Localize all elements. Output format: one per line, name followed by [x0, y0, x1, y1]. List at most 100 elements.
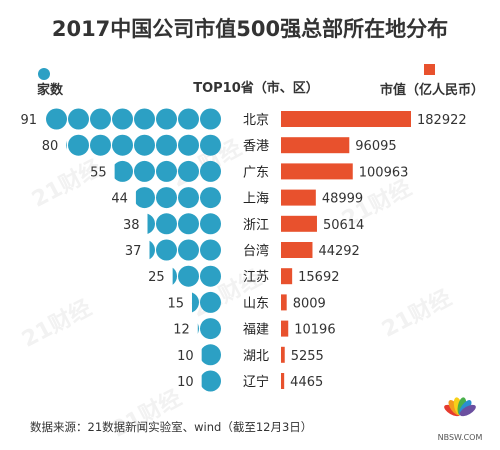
count-dot [178, 108, 199, 130]
count-dot [200, 239, 221, 261]
count-dot [68, 108, 89, 130]
value-legend-marker [424, 64, 435, 75]
count-label: 10 [177, 349, 194, 364]
count-dot [66, 141, 67, 150]
row: 15 山东 8009 [167, 291, 326, 313]
value-label: 10196 [294, 323, 335, 338]
count-dots [66, 134, 221, 156]
count-dot [197, 323, 199, 334]
value-label: 48999 [322, 192, 363, 207]
region-label: 江苏 [243, 269, 269, 285]
value-bar [281, 294, 287, 311]
row: 80 香港 96095 [42, 134, 397, 156]
value-bar [281, 346, 285, 363]
watermark-text: 21财经 [18, 295, 96, 353]
count-dot [156, 213, 177, 235]
count-dot [200, 108, 221, 130]
value-bar [281, 111, 411, 127]
count-label: 15 [167, 296, 184, 311]
count-dot [200, 134, 221, 156]
value-bar [281, 373, 285, 389]
value-bar [281, 242, 313, 258]
count-label: 37 [125, 244, 142, 259]
value-legend-label: 市值（亿人民币） [380, 82, 484, 98]
chart-title: 2017中国公司市值500强总部所在地分布 [52, 17, 448, 41]
count-dot [191, 292, 199, 313]
count-legend-label: 家数 [37, 82, 64, 98]
count-dot [200, 318, 221, 340]
row: 44 上海 48999 [111, 187, 363, 209]
value-label: 8009 [293, 296, 326, 311]
count-label: 25 [148, 270, 165, 285]
count-dot [178, 134, 199, 156]
value-bar [281, 215, 317, 232]
value-label: 44292 [318, 244, 359, 259]
region-label: 上海 [243, 192, 269, 207]
row: 37 台湾 44292 [125, 239, 360, 261]
region-label: 山东 [243, 296, 269, 311]
count-label: 91 [20, 113, 37, 128]
count-label: 55 [90, 165, 107, 180]
count-dot [147, 213, 155, 234]
count-dot [156, 160, 177, 182]
count-dots [172, 265, 221, 287]
value-bar [281, 320, 289, 337]
count-dot [134, 108, 155, 130]
region-label: 辽宁 [243, 374, 269, 390]
count-dot [200, 213, 221, 235]
row: 91 北京 182922 [20, 108, 467, 130]
row: 12 福建 10196 [173, 318, 336, 340]
count-dot [200, 291, 221, 313]
region-label: 广东 [243, 165, 269, 180]
value-label: 100963 [359, 165, 409, 180]
count-dots [197, 318, 221, 340]
logo-text: NBSW.COM [438, 433, 483, 442]
value-bar [281, 137, 350, 154]
region-label: 香港 [243, 139, 269, 154]
logo: NBSW.COM [438, 397, 483, 442]
row: 38 浙江 50614 [123, 213, 364, 235]
count-dot [178, 239, 199, 261]
value-label: 5255 [291, 349, 324, 364]
count-dot [90, 134, 111, 156]
count-dot [200, 160, 221, 182]
row: 25 江苏 15692 [148, 265, 340, 287]
count-dot [149, 240, 155, 260]
count-label: 38 [123, 218, 140, 233]
count-dot [114, 160, 133, 182]
count-dots [46, 108, 221, 130]
region-label: 浙江 [243, 218, 269, 233]
count-dot [178, 187, 199, 209]
rows: 91 北京 182922 80 香港 96095 55 广东 100963 44 上海 48999 38… [20, 108, 467, 392]
logo-petal [459, 404, 476, 417]
count-label: 10 [177, 375, 194, 390]
row: 55 广东 100963 [90, 160, 409, 182]
source-note: 数据来源：21数据新闻实验室、wind（截至12月3日） [30, 420, 312, 434]
count-dots [149, 239, 221, 261]
count-dot [201, 344, 221, 366]
value-label: 50614 [323, 218, 364, 233]
count-dots [135, 187, 221, 209]
count-dot [134, 160, 155, 182]
count-dots [147, 213, 221, 235]
watermark-text: 21财经 [108, 385, 186, 443]
count-dot [201, 370, 221, 392]
count-dot [112, 134, 133, 156]
count-label: 44 [111, 192, 128, 207]
region-label: 福建 [243, 323, 269, 338]
count-dots [191, 291, 221, 313]
row: 10 湖北 5255 [177, 344, 324, 366]
region-label: 台湾 [243, 243, 269, 259]
region-label: 北京 [243, 113, 269, 128]
count-dot [200, 265, 221, 287]
value-label: 4465 [290, 375, 323, 390]
region-label: 湖北 [243, 349, 269, 364]
count-dot [68, 134, 89, 156]
count-dot [156, 134, 177, 156]
watermarks: 21财经21财经21财经21财经21财经21财经21财经 [18, 135, 456, 443]
value-bar [281, 163, 353, 180]
count-dot [112, 108, 133, 130]
value-label: 182922 [417, 113, 467, 128]
count-dot [178, 213, 199, 235]
count-dot [178, 265, 199, 287]
